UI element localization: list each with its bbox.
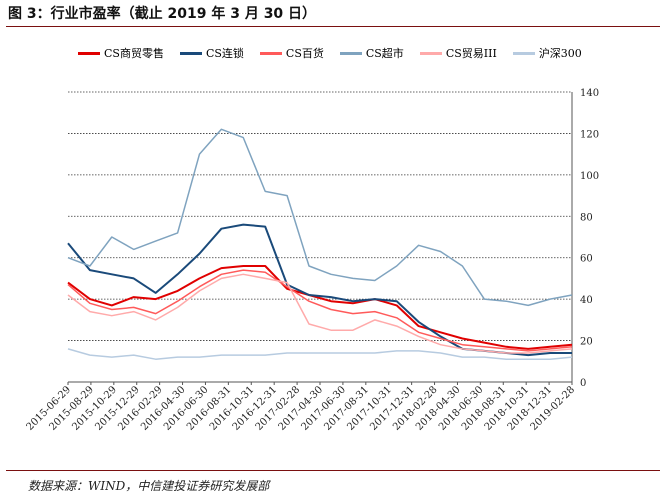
legend-swatch bbox=[512, 51, 535, 55]
title-rule bbox=[6, 26, 660, 27]
y-tick-label: 40 bbox=[580, 295, 593, 306]
legend-label: CS商贸零售 bbox=[104, 47, 164, 60]
legend-swatch bbox=[339, 51, 362, 55]
legend-item: CS连锁 bbox=[179, 45, 244, 61]
series-line bbox=[67, 269, 573, 352]
legend-label: CS超市 bbox=[365, 47, 404, 60]
footer-rule bbox=[6, 470, 660, 471]
figure-title: 图 3：行业市盈率（截止 2019 年 3 月 30 日） bbox=[8, 6, 317, 22]
legend-swatch bbox=[179, 51, 202, 55]
y-tick-label: 0 bbox=[580, 378, 586, 389]
legend-swatch bbox=[78, 51, 100, 55]
legend-label: CS连锁 bbox=[205, 47, 244, 60]
legend-label: CS百货 bbox=[285, 47, 324, 60]
series-line bbox=[67, 348, 573, 360]
y-tick-label: 100 bbox=[580, 171, 599, 182]
series-line bbox=[67, 265, 573, 350]
chart-legend: CS商贸零售 CS连锁 CS百货 CS超市 CS贸易III 沪深300 bbox=[78, 45, 582, 61]
data-source: 数据来源：WIND，中信建投证券研究发展部 bbox=[28, 479, 270, 493]
legend-swatch bbox=[259, 51, 282, 55]
legend-label: 沪深300 bbox=[538, 47, 582, 60]
line-chart: 0204060801001201402015-06-292015-08-2920… bbox=[25, 88, 600, 433]
y-tick-label: 140 bbox=[580, 88, 599, 99]
legend-item: 沪深300 bbox=[512, 45, 582, 61]
legend-item: CS商贸零售 bbox=[78, 45, 164, 61]
y-tick-label: 120 bbox=[580, 129, 599, 140]
legend-label: CS贸易III bbox=[445, 47, 497, 60]
series-line bbox=[67, 128, 573, 307]
legend-swatch bbox=[419, 51, 442, 55]
series-line bbox=[67, 223, 572, 357]
series-line bbox=[67, 273, 573, 354]
legend-item: CS贸易III bbox=[419, 45, 497, 61]
legend-item: CS超市 bbox=[339, 45, 404, 61]
y-tick-label: 60 bbox=[580, 254, 593, 265]
y-tick-label: 20 bbox=[580, 337, 593, 348]
y-tick-label: 80 bbox=[580, 212, 593, 223]
legend-item: CS百货 bbox=[259, 45, 324, 61]
